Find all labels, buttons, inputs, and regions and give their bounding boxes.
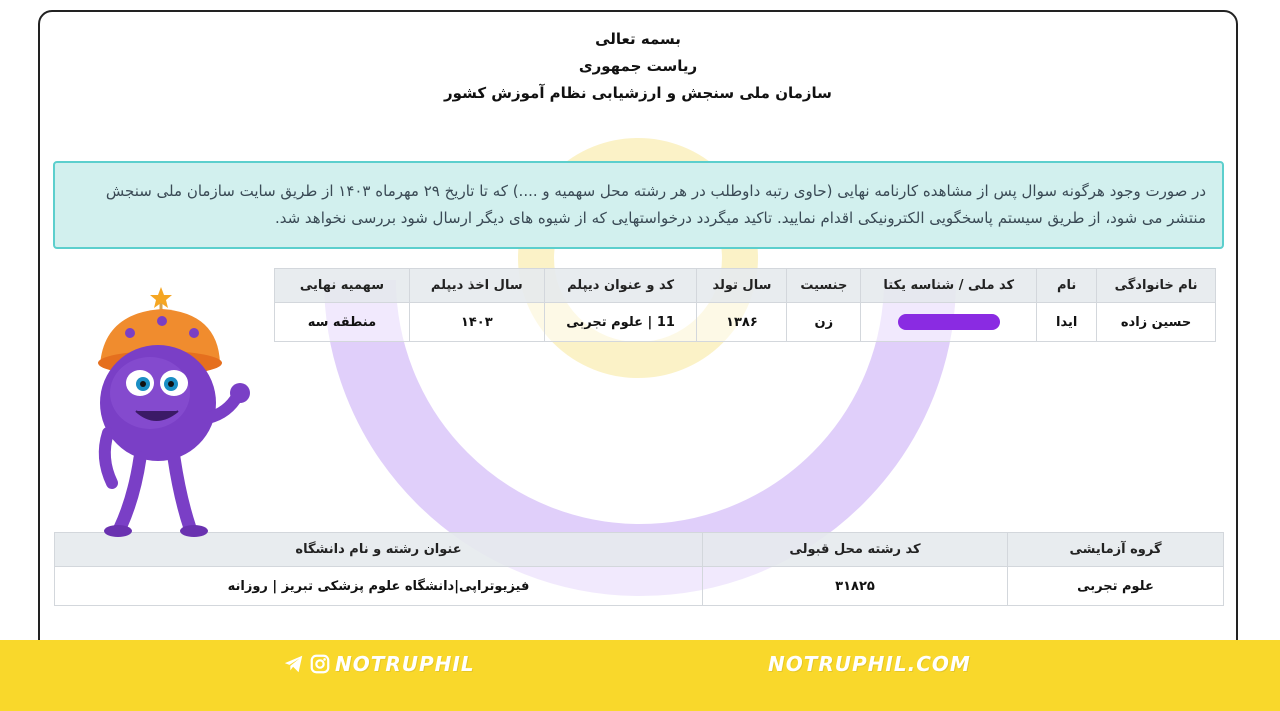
redaction-mask <box>897 314 1000 330</box>
cell-birth-year: ۱۳۸۶ <box>696 302 788 342</box>
col-diploma-year: سال اخذ دیپلم <box>408 268 545 303</box>
cell-family: حسین زاده <box>1096 302 1216 342</box>
page-header: بسمه تعالی ریاست جمهوری سازمان ملی سنجش … <box>40 26 1236 107</box>
col-group: گروه آزمایشی <box>1007 532 1224 567</box>
col-national-id: کد ملی / شناسه یکتا <box>860 268 1038 303</box>
table-row: حسین زاده ایدا زن ۱۳۸۶ 11 | علوم تجربی ۱… <box>274 302 1216 342</box>
footer-bar: NOTRUPHIL NOTRUPHIL.COM <box>0 640 1280 711</box>
result-card: بسمه تعالی ریاست جمهوری سازمان ملی سنجش … <box>38 10 1238 670</box>
brand-left-text: NOTRUPHIL <box>335 652 475 676</box>
cell-group: علوم تجربی <box>1007 566 1224 606</box>
cell-national-id <box>860 302 1038 342</box>
col-family: نام خانوادگی <box>1096 268 1216 303</box>
cell-quota: منطقه سه <box>274 302 410 342</box>
notice-box: در صورت وجود هرگونه سوال پس از مشاهده کا… <box>53 161 1224 249</box>
col-birth-year: سال تولد <box>696 268 788 303</box>
header-line-3: سازمان ملی سنجش و ارزشیابی نظام آموزش کش… <box>444 84 832 102</box>
cell-diploma-year: ۱۴۰۳ <box>408 302 545 342</box>
student-table-header: نام خانوادگی نام کد ملی / شناسه یکتا جنس… <box>274 268 1216 303</box>
cell-program: فیزیوتراپی|دانشگاه علوم پزشکی تبریز | رو… <box>54 566 703 606</box>
col-diploma: کد و عنوان دیپلم <box>543 268 698 303</box>
cell-admission-code: ۳۱۸۲۵ <box>702 566 1008 606</box>
instagram-icon <box>310 654 330 674</box>
header-line-2: ریاست جمهوری <box>578 57 698 75</box>
cell-gender: زن <box>786 302 862 342</box>
student-info-table: نام خانوادگی نام کد ملی / شناسه یکتا جنس… <box>274 268 1216 342</box>
admission-result-table: گروه آزمایشی کد رشته محل قبولی عنوان رشت… <box>54 532 1224 606</box>
website-link[interactable]: NOTRUPHIL.COM <box>768 652 971 676</box>
notice-text: در صورت وجود هرگونه سوال پس از مشاهده کا… <box>105 182 1206 227</box>
col-quota: سهمیه نهایی <box>274 268 410 303</box>
col-program: عنوان رشته و نام دانشگاه <box>54 532 703 567</box>
header-line-1: بسمه تعالی <box>595 30 681 48</box>
cell-diploma: 11 | علوم تجربی <box>543 302 698 342</box>
col-admission-code: کد رشته محل قبولی <box>702 532 1008 567</box>
mascot-illustration <box>98 287 250 537</box>
col-gender: جنسیت <box>786 268 862 303</box>
col-name: نام <box>1036 268 1098 303</box>
social-brand[interactable]: NOTRUPHIL <box>283 652 475 676</box>
result-table-header: گروه آزمایشی کد رشته محل قبولی عنوان رشت… <box>54 532 1224 567</box>
table-row: علوم تجربی ۳۱۸۲۵ فیزیوتراپی|دانشگاه علوم… <box>54 566 1224 606</box>
cell-name: ایدا <box>1036 302 1098 342</box>
telegram-icon <box>284 655 303 673</box>
